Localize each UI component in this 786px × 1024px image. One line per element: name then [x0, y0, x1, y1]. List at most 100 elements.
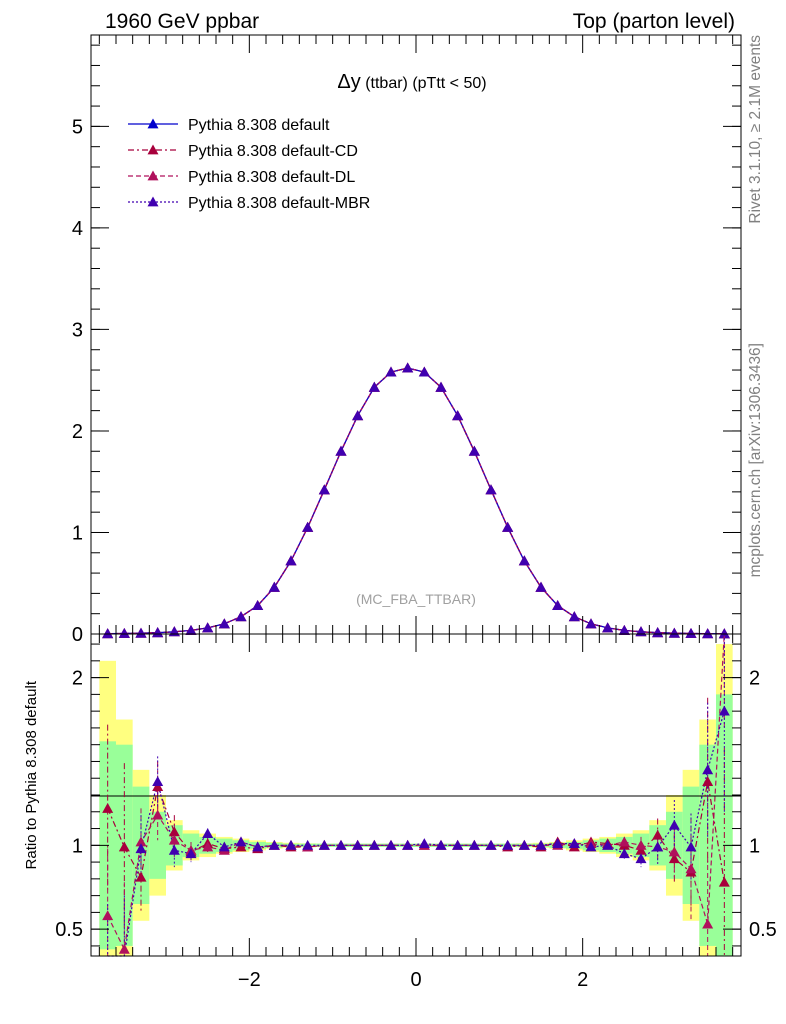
main-point-3-23: [485, 484, 497, 495]
main-point-3-25: [518, 555, 530, 566]
main-point-3-26: [535, 581, 547, 592]
main-point-3-12: [302, 521, 314, 532]
main-series-group: [102, 362, 730, 639]
main-ytick-label-2: 2: [72, 421, 83, 443]
main-point-3-2: [135, 627, 147, 638]
ratio-point-2-6: [202, 828, 214, 838]
main-point-3-22: [468, 445, 480, 456]
ratio-ytick-label-right-1: 1: [749, 835, 760, 857]
ratio-point-0-4: [168, 826, 180, 837]
ratio-point-2-29: [585, 841, 597, 852]
ratio-point-0-37: [718, 876, 730, 887]
title-symbol: Δy: [337, 71, 360, 93]
main-point-3-36: [702, 628, 714, 639]
ratio-point-2-28: [568, 838, 580, 849]
ratio-series-line-2: [107, 710, 725, 957]
ratio-point-2-2: [135, 843, 147, 854]
ratio-panel: 0.5 0.5 1 1 2 2 −2 0 2: [55, 633, 777, 991]
ratio-point-2-17: [385, 839, 397, 850]
main-ytick-label-4: 4: [72, 218, 83, 240]
legend-marker-3: [147, 196, 159, 207]
main-point-3-18: [402, 362, 414, 373]
ratio-point-2-11: [285, 839, 297, 850]
ratio-point-0-1: [118, 841, 130, 852]
ratio-series-group: [102, 633, 730, 957]
ratio-xtick-label-1: 0: [410, 969, 421, 991]
ratio-point-2-33: [652, 841, 664, 852]
title-rest: (ttbar) (pTtt < 50): [361, 75, 487, 92]
ratio-point-2-15: [352, 839, 364, 850]
main-point-3-30: [602, 622, 614, 633]
ratio-point-2-8: [235, 836, 247, 847]
ratio-point-2-37: [718, 705, 730, 716]
main-point-3-34: [668, 627, 680, 638]
legend-label-3: Pythia 8.308 default-MBR: [188, 195, 370, 212]
main-point-3-33: [652, 627, 664, 638]
ratio-point-2-12: [302, 839, 314, 850]
main-point-3-28: [568, 611, 580, 622]
ratio-xtick-label-2: 2: [577, 969, 588, 991]
main-point-3-24: [502, 521, 514, 532]
ratio-point-2-20: [435, 839, 447, 850]
ratio-point-2-7: [218, 841, 230, 852]
band-inner-36: [699, 744, 716, 946]
ratio-point-1-35: [685, 863, 697, 874]
ratio-ytick-label-1: 1: [72, 835, 83, 857]
main-point-3-14: [335, 445, 347, 456]
band-inner-37: [716, 694, 733, 956]
main-point-3-5: [185, 624, 197, 635]
main-point-3-15: [352, 410, 364, 421]
ratio-point-2-36: [702, 764, 714, 775]
main-point-3-31: [618, 624, 630, 635]
ratio-point-0-3: [152, 781, 164, 792]
main-ytick-label-3: 3: [72, 319, 83, 341]
ratio-point-2-16: [368, 839, 380, 850]
main-point-3-16: [368, 381, 380, 392]
ratio-point-2-27: [552, 838, 564, 849]
main-point-3-1: [118, 627, 130, 638]
legend-label-2: Pythia 8.308 default-DL: [188, 169, 355, 186]
main-ytick-label-1: 1: [72, 522, 83, 544]
ratio-point-1-6: [202, 841, 214, 852]
ratio-point-2-32: [635, 853, 647, 864]
ratio-point-0-32: [635, 844, 647, 855]
main-ytick-label-0: 0: [72, 624, 83, 646]
ratio-point-2-5: [185, 848, 197, 859]
watermark: (MC_FBA_TTBAR): [356, 591, 476, 607]
main-point-3-27: [552, 600, 564, 610]
main-panel: 0 1 2 3 4 5 (MC_FBA_TTBAR) Δy (ttbar) (pTtt <…: [72, 34, 742, 646]
ratio-point-2-35: [685, 841, 697, 852]
ratio-frame: [90, 633, 742, 957]
ratio-bands-group: [99, 644, 733, 956]
main-point-3-13: [318, 484, 330, 495]
ratio-ytick-label-0: 0.5: [55, 919, 83, 941]
main-point-3-19: [418, 366, 430, 377]
mcplots-label: mcplots.cern.ch [arXiv:1306.3436]: [747, 343, 764, 577]
main-point-3-29: [585, 618, 597, 629]
ratio-point-2-25: [518, 839, 530, 850]
legend-marker-2: [147, 170, 159, 181]
ratio-point-2-10: [268, 839, 280, 850]
main-point-3-6: [202, 622, 214, 633]
ratio-point-2-23: [485, 839, 497, 850]
main-point-3-9: [252, 600, 264, 610]
ratio-point-2-18: [402, 839, 414, 850]
main-point-3-17: [385, 366, 397, 377]
ratio-point-2-34: [668, 819, 680, 830]
main-ytick-label-5: 5: [72, 116, 83, 138]
ratio-point-0-2: [135, 871, 147, 882]
main-point-3-7: [218, 618, 230, 629]
ratio-point-2-14: [335, 839, 347, 850]
ratio-series-line-1: [107, 633, 725, 952]
legend: Pythia 8.308 default Pythia 8.308 default…: [128, 117, 370, 212]
ratio-point-2-13: [318, 839, 330, 850]
legend-marker-0: [147, 118, 159, 129]
main-point-3-11: [285, 555, 297, 566]
ratio-ytick-label-right-0: 0.5: [749, 919, 777, 941]
main-point-3-21: [452, 410, 464, 421]
ratio-point-2-24: [502, 839, 514, 850]
main-point-3-10: [268, 581, 280, 592]
header-left: 1960 GeV ppbar: [105, 10, 259, 33]
ratio-point-1-4: [168, 834, 180, 845]
main-point-3-8: [235, 611, 247, 622]
